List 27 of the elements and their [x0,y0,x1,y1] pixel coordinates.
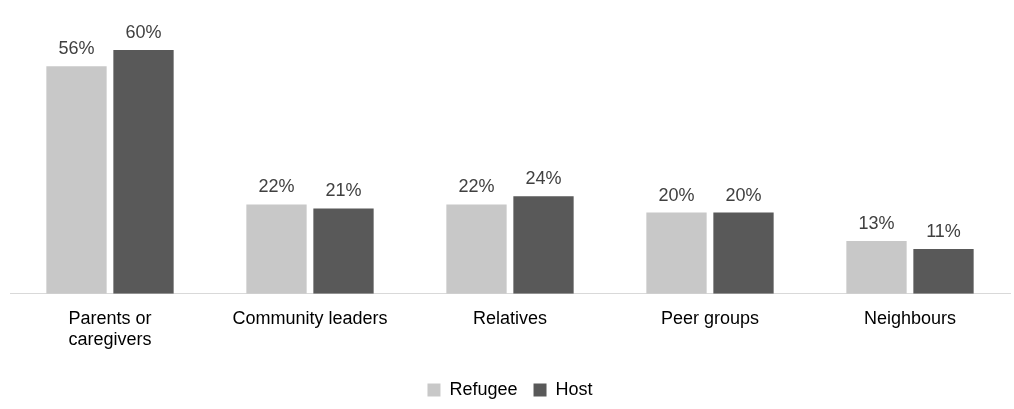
data-label: 20% [725,184,762,205]
bar [513,196,574,294]
data-label: 21% [325,180,362,201]
bar [46,66,107,294]
bar [113,50,174,294]
x-tick-label: Parents or caregivers [68,307,152,350]
bar [846,240,907,294]
data-label: 60% [125,21,162,42]
x-tick-label: Peer groups [660,307,760,328]
data-label: 22% [258,176,295,197]
bar [913,249,974,294]
data-label: 24% [525,168,562,189]
data-label: 56% [58,38,95,59]
bar [446,204,507,294]
bar [313,208,374,294]
data-label: 11% [926,221,961,242]
bar [646,212,707,294]
x-tick-label: Community leaders [232,307,388,328]
data-label: 20% [658,184,695,205]
x-tick-label: Relatives [472,307,548,328]
bar [246,204,307,294]
legend-label: Host [555,378,593,399]
data-label: 22% [458,176,495,197]
x-tick-label: Neighbours [863,307,957,328]
legend-label: Refugee [449,378,518,399]
bar [713,212,774,294]
data-label: 13% [858,212,895,233]
